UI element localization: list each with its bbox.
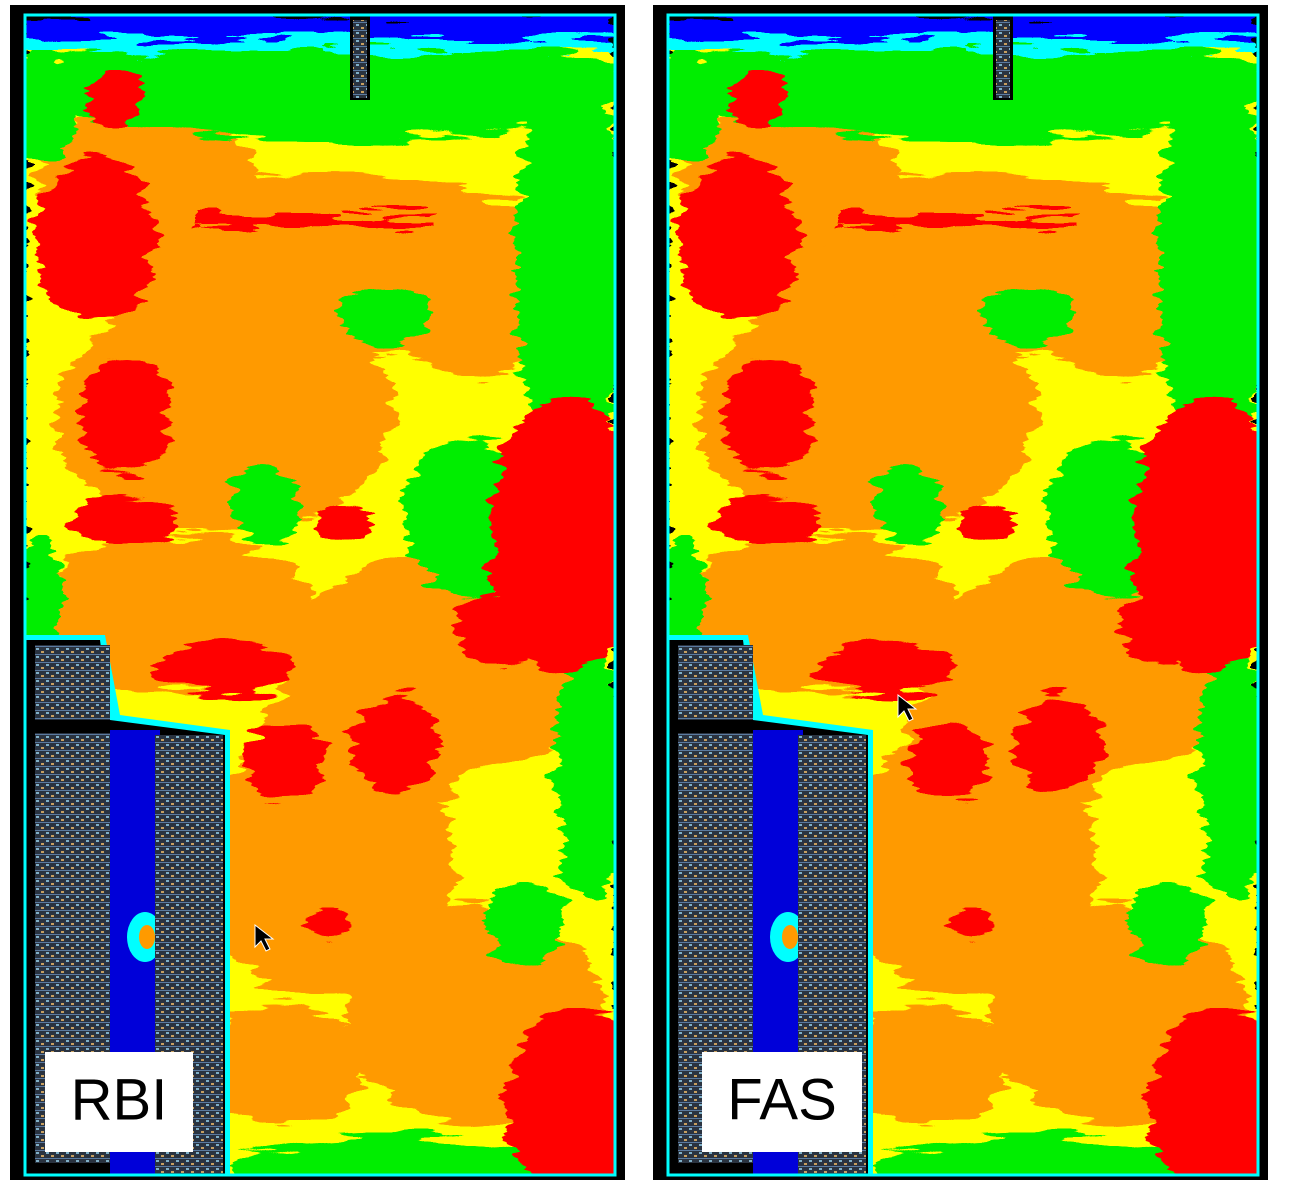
heat-region (25, 37, 615, 51)
heat-region (245, 725, 325, 805)
comparison-figure: RBI FAS (0, 0, 1289, 1183)
heat-region (300, 910, 350, 940)
label-box: RBI (45, 1052, 193, 1152)
heat-stripe (838, 215, 1078, 227)
heat-region (958, 505, 1018, 545)
heat-region (818, 645, 958, 695)
heat-region (340, 285, 430, 345)
label-box: FAS (702, 1052, 862, 1152)
heat-region (1118, 585, 1218, 665)
heatmap-panel (10, 5, 655, 1183)
heat-stripe (195, 215, 435, 227)
notch-macro (353, 20, 367, 98)
memory-macro (678, 645, 753, 720)
heat-region (315, 505, 375, 545)
heat-region (70, 495, 180, 545)
heat-region (90, 70, 140, 130)
heat-region (1013, 700, 1103, 790)
heatmap-panel (653, 5, 1289, 1183)
heat-region (25, 15, 615, 37)
blockage-glow (139, 925, 155, 949)
heat-region (983, 285, 1073, 345)
heat-region (668, 37, 1258, 51)
heat-region (733, 70, 783, 130)
heat-region (455, 585, 555, 665)
heat-region (230, 465, 300, 545)
heat-region (873, 465, 943, 545)
heat-region (908, 725, 988, 805)
heat-region (713, 495, 823, 545)
heat-region (943, 910, 993, 940)
heat-region (668, 15, 1258, 37)
page: RBI FAS (() => { const data = JSON.parse… (0, 0, 1289, 1183)
heat-region (35, 155, 155, 325)
heat-region (678, 155, 798, 325)
heat-region (350, 700, 440, 790)
blockage-glow (782, 925, 798, 949)
heat-region (155, 645, 295, 695)
panel-label: RBI (71, 1067, 168, 1132)
memory-macro (35, 645, 110, 720)
notch-macro (996, 20, 1010, 98)
panel-label: FAS (727, 1067, 837, 1132)
heat-region (1128, 885, 1208, 965)
heat-region (485, 885, 565, 965)
heat-region (80, 355, 170, 475)
heat-region (723, 355, 813, 475)
